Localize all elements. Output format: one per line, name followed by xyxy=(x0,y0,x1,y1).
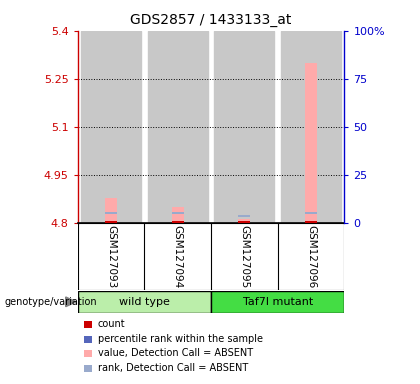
Bar xyxy=(305,222,317,223)
Bar xyxy=(211,291,344,313)
Bar xyxy=(105,198,117,223)
Bar xyxy=(172,222,184,223)
Bar xyxy=(81,31,141,223)
Bar xyxy=(239,222,250,223)
Bar xyxy=(172,207,184,223)
Text: GSM127094: GSM127094 xyxy=(173,225,183,288)
Text: value, Detection Call = ABSENT: value, Detection Call = ABSENT xyxy=(98,348,253,358)
Bar xyxy=(305,63,317,223)
Bar xyxy=(305,212,317,214)
Text: GSM127096: GSM127096 xyxy=(306,225,316,288)
Bar xyxy=(105,222,117,223)
Bar xyxy=(148,31,208,223)
Text: genotype/variation: genotype/variation xyxy=(4,297,97,307)
Polygon shape xyxy=(66,297,76,307)
Bar xyxy=(105,212,117,214)
Text: GSM127095: GSM127095 xyxy=(239,225,249,288)
Text: wild type: wild type xyxy=(119,297,170,307)
Text: rank, Detection Call = ABSENT: rank, Detection Call = ABSENT xyxy=(98,363,248,373)
Bar xyxy=(281,31,341,223)
Text: percentile rank within the sample: percentile rank within the sample xyxy=(98,334,263,344)
Title: GDS2857 / 1433133_at: GDS2857 / 1433133_at xyxy=(130,13,292,27)
Text: Taf7l mutant: Taf7l mutant xyxy=(243,297,313,307)
Bar xyxy=(214,31,274,223)
Bar xyxy=(78,291,211,313)
Text: GSM127093: GSM127093 xyxy=(106,225,116,288)
Bar xyxy=(239,219,250,223)
Bar xyxy=(239,215,250,217)
Text: count: count xyxy=(98,319,126,329)
Bar xyxy=(172,212,184,214)
